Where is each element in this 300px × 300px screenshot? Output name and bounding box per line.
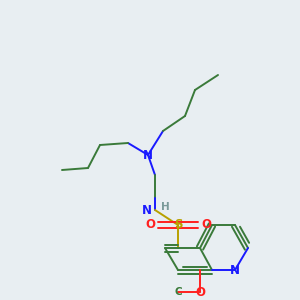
Text: H: H	[160, 202, 169, 212]
Text: O: O	[195, 286, 205, 298]
Text: O: O	[145, 218, 155, 232]
Text: N: N	[230, 263, 240, 277]
Text: N: N	[143, 148, 153, 161]
Text: C: C	[174, 287, 182, 297]
Text: S: S	[174, 218, 182, 232]
Text: N: N	[142, 203, 152, 217]
Text: O: O	[201, 218, 211, 232]
